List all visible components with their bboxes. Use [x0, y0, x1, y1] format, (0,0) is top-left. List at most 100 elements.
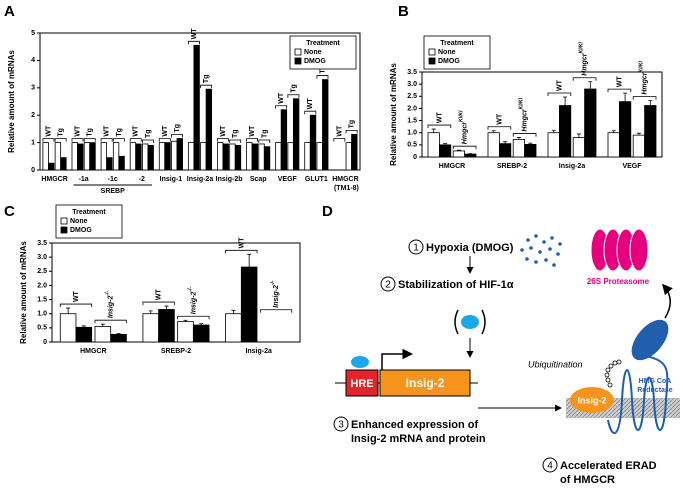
proteasome-label: 26S Proteasome: [587, 277, 650, 286]
subgroup-label-text: Tg: [232, 129, 239, 138]
subgroup-label-sup: -/-: [105, 291, 111, 296]
insig-2-protein: [570, 387, 614, 413]
step-number: 4: [547, 461, 553, 472]
bracket: [572, 77, 597, 81]
bracket: [304, 110, 317, 115]
bracket: [275, 105, 288, 109]
subgroup-label: WT: [73, 290, 80, 302]
error-bar: [231, 309, 236, 314]
panel-label: A: [4, 3, 15, 20]
promoter-arrow: [381, 348, 413, 370]
error-bar: [516, 137, 521, 140]
bracket: [112, 138, 125, 142]
subgroup-label: WT: [45, 125, 52, 137]
hre-box: [345, 369, 379, 397]
bracket: [454, 309, 459, 335]
bracket: [59, 303, 93, 308]
subgroup-label-text: Tg: [57, 128, 64, 137]
x-tick-label: -2: [139, 176, 145, 183]
subgroup-label-text: Tg: [203, 75, 210, 84]
bracket: [42, 138, 55, 142]
subgroup-label-text: Insig-2: [108, 296, 115, 319]
plot-frame: [421, 71, 663, 158]
bracket: [345, 129, 358, 134]
subgroup-label: Tg: [203, 75, 210, 84]
x-tick-label: GLUT1: [305, 176, 328, 183]
proteasome: [590, 228, 649, 272]
y-tick-label: 2.5: [407, 93, 417, 100]
subgroup-label: Tg: [174, 124, 181, 133]
subgroup-label: Tg: [232, 129, 239, 138]
bar: [607, 132, 620, 158]
error-bar: [576, 133, 581, 138]
step-text: of HMGCR: [560, 474, 615, 486]
diagram: 1 Hypoxia (DMOG) 2 Stabilization of HIF-…: [333, 228, 680, 486]
bar: [59, 313, 77, 343]
bracket: [177, 315, 210, 320]
bracket: [452, 145, 477, 150]
step-text: Enhanced expression of: [351, 419, 478, 431]
error-bar: [503, 141, 508, 144]
bracket: [142, 301, 175, 306]
subgroup-label: Tg: [290, 84, 297, 93]
legend-title: Treatment: [440, 40, 474, 47]
bracket: [217, 138, 229, 142]
bar: [147, 144, 154, 171]
error-bar: [648, 100, 653, 106]
y-tick-label: 2: [31, 112, 35, 119]
bar: [632, 134, 646, 158]
y-tick-label: 1.0: [407, 130, 417, 137]
error-bar: [636, 132, 641, 136]
bracket: [100, 138, 113, 142]
step-number: 2: [385, 280, 391, 291]
bracket: [54, 138, 67, 142]
subgroup-label-text: WT: [238, 237, 245, 249]
bar: [512, 139, 526, 158]
subgroup-label: Tg: [116, 128, 123, 137]
y-tick-label: 0: [413, 154, 417, 161]
error-bar: [443, 143, 448, 145]
subgroup-label: WT: [496, 113, 503, 125]
step-text: Insig-2 mRNA and protein: [351, 433, 486, 445]
subgroup-label-sup: KI/KI: [459, 110, 465, 122]
bracket: [512, 133, 537, 137]
y-tick-label: 0.5: [37, 325, 47, 332]
bracket: [259, 309, 293, 313]
bracket: [71, 138, 84, 142]
step-number: 3: [338, 420, 344, 431]
subgroup-label-text: Tg: [87, 128, 94, 137]
legend-label: None: [70, 218, 88, 225]
y-tick-label: 1: [31, 139, 35, 146]
bar: [83, 142, 91, 171]
bar: [322, 79, 329, 171]
bar: [187, 142, 195, 171]
legend-label: DMOG: [70, 227, 92, 234]
subgroup-label: WT: [278, 92, 285, 104]
legend-title: Treatment: [306, 40, 340, 47]
bracket: [316, 75, 329, 79]
subgroup-label-text: Tg: [116, 128, 123, 137]
subgroup-label-text: Hmgcr: [521, 108, 528, 131]
bar: [304, 142, 311, 171]
bar: [524, 143, 537, 158]
bar: [619, 101, 632, 158]
subgroup-label-sup: KI/KI: [579, 42, 585, 54]
gene-label: Insig-2: [406, 376, 445, 390]
subgroup-label-text: WT: [336, 125, 343, 137]
bar: [345, 142, 352, 171]
y-tick-label: 3.0: [37, 254, 47, 261]
bar: [258, 143, 265, 171]
error-bar: [528, 142, 533, 145]
panel-label: C: [4, 203, 15, 220]
error-bar: [164, 305, 169, 310]
subgroup-label-text: Hmgcr: [461, 121, 468, 144]
plot-frame: [51, 242, 301, 343]
bracket: [158, 138, 171, 142]
subgroup-label-text: WT: [307, 98, 314, 110]
step-circle: [380, 276, 396, 292]
bar: [75, 326, 93, 343]
subgroup-label-text: WT: [556, 79, 563, 91]
hmgcr-transmembrane: [607, 354, 669, 435]
bar: [71, 142, 78, 171]
